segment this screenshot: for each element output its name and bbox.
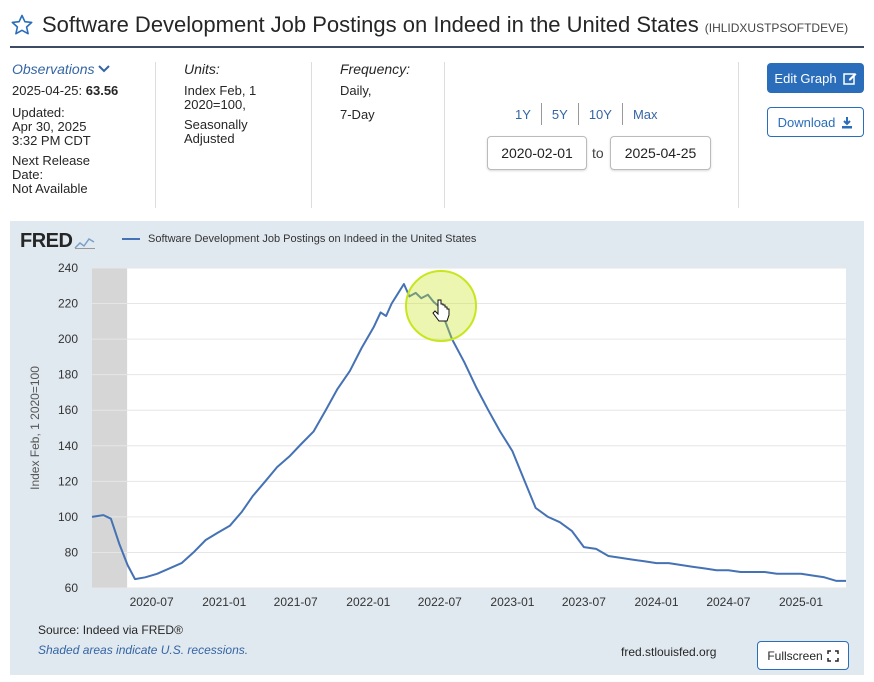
range-divider [621, 103, 623, 125]
y-tick-label: 160 [58, 403, 78, 417]
x-tick-label: 2021-07 [274, 595, 318, 609]
download-label: Download [777, 114, 836, 130]
x-tick-label: 2023-01 [490, 595, 534, 609]
y-tick-label: 100 [58, 510, 78, 524]
units-panel: Units: Index Feb, 1 2020=100, Seasonally… [184, 62, 304, 146]
edit-graph-button[interactable]: Edit Graph [767, 63, 864, 93]
source-note: Source: Indeed via FRED® [38, 623, 183, 637]
fullscreen-label: Fullscreen [767, 648, 823, 663]
range-max[interactable]: Max [632, 106, 658, 122]
legend-label: Software Development Job Postings on Ind… [148, 233, 477, 245]
next-release-date-label: Date: [12, 167, 44, 182]
next-release-value: Not Available [12, 181, 88, 196]
x-tick-label: 2022-07 [418, 595, 462, 609]
series-id: (IHLIDXUSTPSOFTDEVE) [704, 21, 849, 35]
range-links: 1Y 5Y 10Y Max [505, 103, 668, 125]
x-tick-label: 2024-07 [706, 595, 750, 609]
y-tick-label: 60 [65, 581, 79, 595]
range-5y[interactable]: 5Y [551, 106, 568, 122]
x-tick-label: 2022-01 [346, 595, 390, 609]
column-divider [444, 62, 445, 208]
recession-note[interactable]: Shaded areas indicate U.S. recessions. [38, 643, 249, 657]
y-tick-label: 180 [58, 368, 78, 382]
x-tick-label: 2025-01 [779, 595, 823, 609]
frequency-panel: Frequency: Daily, 7-Day [340, 62, 440, 122]
page-title: Software Development Job Postings on Ind… [42, 12, 699, 37]
recession-shade [92, 268, 128, 588]
y-tick-label: 200 [58, 332, 78, 346]
chevron-down-icon [98, 65, 111, 73]
title-row: Software Development Job Postings on Ind… [10, 8, 866, 42]
y-tick-label: 120 [58, 474, 78, 488]
title-divider [10, 46, 864, 48]
observation-value: 63.56 [85, 83, 119, 98]
series-line [91, 283, 846, 582]
download-icon [842, 116, 853, 128]
units-line-4: Adjusted [184, 131, 235, 146]
fullscreen-icon [826, 649, 839, 662]
fred-logo-text: FRED [20, 230, 73, 252]
plot-area [92, 268, 846, 588]
latest-observation: 2025-04-25: 63.56 [12, 84, 152, 98]
star-icon[interactable] [10, 13, 34, 37]
fred-chart-icon [74, 237, 96, 249]
units-label: Units: [184, 61, 220, 77]
fullscreen-button[interactable]: Fullscreen [757, 641, 849, 670]
units-line-3: Seasonally [184, 117, 248, 132]
units-line-2: 2020=100, [184, 97, 246, 112]
units-line-1: Index Feb, 1 [184, 83, 257, 98]
fred-logo: FRED [20, 230, 96, 253]
column-divider [738, 62, 739, 208]
observations-panel: Observations 2025-04-25: 63.56 Updated: … [12, 62, 152, 196]
frequency-line-2: 7-Day [340, 107, 375, 122]
column-divider [155, 62, 156, 208]
y-tick-label: 220 [58, 297, 78, 311]
observation-date: 2025-04-25: [12, 83, 83, 98]
observations-dropdown[interactable]: Observations [12, 62, 152, 76]
y-tick-label: 140 [58, 439, 78, 453]
range-divider [540, 103, 542, 125]
x-tick-label: 2023-07 [562, 595, 606, 609]
next-release-label: Next Release [12, 153, 91, 168]
range-10y[interactable]: 10Y [588, 106, 612, 122]
start-date-input[interactable]: 2020-02-01 [487, 136, 587, 170]
hand-cursor-icon [432, 299, 450, 322]
updated-date: Apr 30, 2025 [12, 119, 87, 134]
legend-swatch [122, 238, 140, 240]
edit-graph-label: Edit Graph [774, 70, 837, 86]
chart-legend: Software Development Job Postings on Ind… [122, 233, 476, 245]
range-1y[interactable]: 1Y [515, 106, 531, 122]
date-to-label: to [592, 145, 604, 161]
updated-label: Updated: [12, 105, 65, 120]
edit-icon [842, 73, 857, 85]
y-axis-label: Index Feb, 1 2020=100 [28, 366, 42, 490]
x-tick-label: 2020-07 [130, 595, 174, 609]
y-tick-label: 240 [58, 261, 78, 275]
frequency-line-1: Daily, [340, 83, 372, 98]
site-url[interactable]: fred.stlouisfed.org [621, 645, 717, 659]
y-tick-label: 80 [65, 545, 79, 559]
x-tick-label: 2024-01 [634, 595, 678, 609]
observations-label: Observations [12, 61, 95, 77]
end-date-input[interactable]: 2025-04-25 [610, 136, 711, 170]
download-button[interactable]: Download [767, 107, 864, 137]
column-divider [311, 62, 312, 208]
range-divider [577, 103, 579, 125]
x-tick-label: 2021-01 [202, 595, 246, 609]
frequency-label: Frequency: [340, 61, 411, 77]
updated-time: 3:32 PM CDT [12, 133, 91, 148]
